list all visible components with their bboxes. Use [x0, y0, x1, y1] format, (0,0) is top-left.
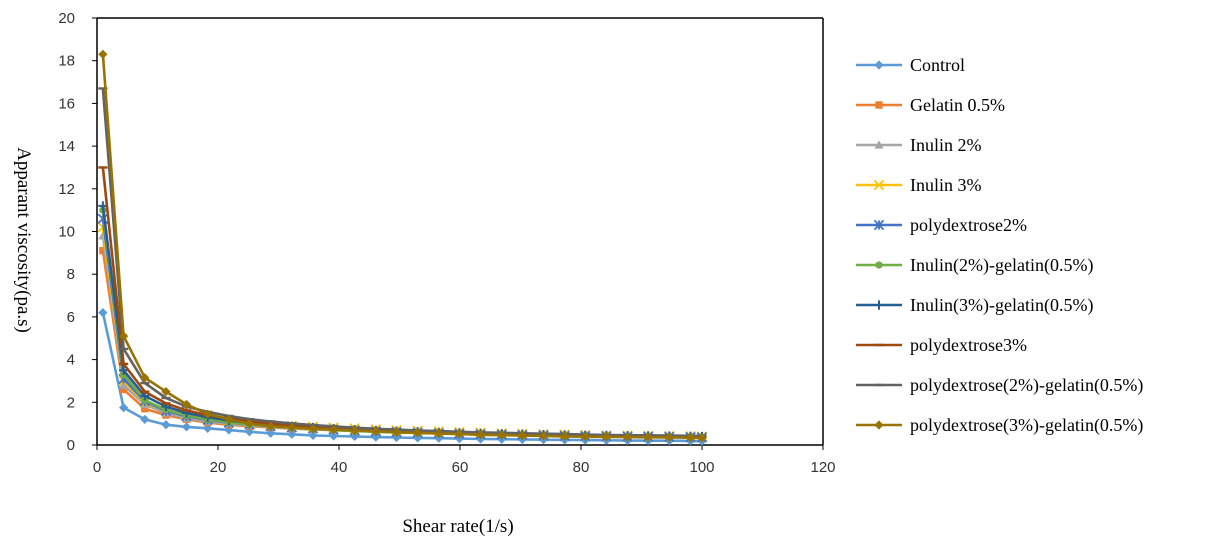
data-point: [266, 421, 276, 431]
legend-item: polydextrose2%: [856, 215, 1027, 235]
data-point: [244, 419, 255, 429]
data-point: [517, 431, 527, 441]
x-tick-label: 120: [810, 459, 835, 476]
data-point: [140, 373, 150, 383]
y-tick-label: 20: [58, 10, 75, 27]
data-point: [371, 426, 381, 436]
y-tick-label: 14: [58, 138, 75, 155]
data-point: [140, 414, 150, 424]
data-point: [328, 425, 339, 435]
y-tick-label: 0: [67, 437, 75, 454]
legend-marker: [875, 101, 883, 109]
legend-label: Inulin(2%)-gelatin(0.5%): [910, 255, 1093, 276]
data-point: [391, 432, 402, 443]
legend-label: polydextrose3%: [910, 335, 1027, 355]
legend-label: Gelatin 0.5%: [910, 95, 1005, 115]
legend-label: Inulin 2%: [910, 135, 982, 155]
x-tick-label: 0: [93, 459, 101, 476]
data-point: [287, 422, 297, 433]
data-point: [161, 387, 171, 397]
data-point: [371, 432, 381, 442]
data-point: [99, 247, 107, 255]
data-point: [413, 433, 423, 443]
data-point: [413, 428, 423, 438]
legend-item: polydextrose3%: [856, 335, 1027, 355]
data-point: [454, 429, 464, 439]
legend-marker: [874, 300, 884, 310]
x-tick-label: 40: [331, 459, 348, 476]
x-tick-label: 20: [210, 459, 227, 476]
data-point: [580, 432, 590, 442]
legend-label: polydextrose(3%)-gelatin(0.5%): [910, 415, 1143, 436]
data-point: [434, 433, 444, 443]
data-point: [350, 431, 360, 442]
data-point: [98, 49, 108, 59]
data-point: [181, 422, 192, 432]
data-point: [560, 431, 570, 442]
legend-marker: [874, 420, 884, 430]
data-point: [161, 420, 171, 430]
data-point: [350, 425, 360, 436]
data-point: [538, 431, 549, 441]
data-point: [181, 399, 192, 410]
data-point: [119, 403, 129, 413]
data-point: [475, 430, 486, 440]
data-point: [391, 427, 402, 437]
legend-marker: [874, 60, 884, 70]
data-point: [119, 331, 129, 341]
x-tick-label: 60: [452, 459, 469, 476]
data-point: [497, 430, 507, 440]
data-point: [601, 432, 612, 442]
x-axis-title: Shear rate(1/s): [402, 516, 513, 537]
data-point: [308, 424, 318, 434]
data-point: [664, 432, 674, 443]
legend-label: Control: [910, 55, 965, 75]
x-tick-label: 80: [573, 459, 590, 476]
data-point: [622, 432, 633, 442]
legend-label: polydextrose2%: [910, 215, 1027, 235]
data-point: [98, 308, 108, 318]
data-point: [434, 428, 444, 439]
legend-label: Inulin 3%: [910, 175, 982, 195]
legend-marker: [874, 140, 884, 149]
data-point: [119, 365, 129, 375]
legend-item: Control: [856, 55, 965, 75]
legend-label: polydextrose(2%)-gelatin(0.5%): [910, 375, 1143, 396]
legend-marker: [873, 179, 885, 191]
y-tick-label: 10: [58, 224, 75, 241]
legend-item: Inulin(3%)-gelatin(0.5%): [856, 295, 1093, 316]
data-point: [697, 433, 707, 443]
y-tick-label: 6: [67, 309, 75, 326]
y-tick-label: 4: [67, 352, 75, 369]
data-point: [685, 433, 696, 443]
legend: Control Gelatin 0.5% Inulin 2% Inulin 3% pol…: [856, 55, 1143, 436]
legend-item: Inulin 3%: [856, 175, 982, 195]
legend-item: Inulin 2%: [856, 135, 982, 155]
legend-marker: [873, 219, 885, 231]
series-layer: [97, 49, 708, 446]
ticks: 0 20 40 60 80 100 120 0 2 4 6 8 10 12 14 16 18 20: [58, 10, 835, 476]
legend-marker: [875, 261, 883, 269]
x-tick-label: 100: [689, 459, 714, 476]
y-tick-label: 2: [67, 394, 75, 411]
legend-item: Inulin(2%)-gelatin(0.5%): [856, 255, 1093, 276]
y-axis-title: Apparant viscosity(pa.s): [13, 147, 34, 333]
legend-item: Gelatin 0.5%: [856, 95, 1005, 115]
data-point: [119, 385, 128, 394]
data-point: [203, 409, 213, 419]
y-tick-label: 12: [58, 181, 75, 198]
y-tick-label: 18: [58, 53, 75, 70]
data-point: [141, 405, 149, 413]
legend-label: Inulin(3%)-gelatin(0.5%): [910, 295, 1093, 316]
data-point: [643, 432, 653, 442]
data-point: [119, 380, 129, 389]
data-point: [224, 414, 234, 424]
legend-item: polydextrose(2%)-gelatin(0.5%): [856, 375, 1143, 396]
legend-item: polydextrose(3%)-gelatin(0.5%): [856, 415, 1143, 436]
y-tick-label: 16: [58, 95, 75, 112]
series-9: [98, 49, 707, 443]
y-tick-label: 8: [67, 266, 75, 283]
